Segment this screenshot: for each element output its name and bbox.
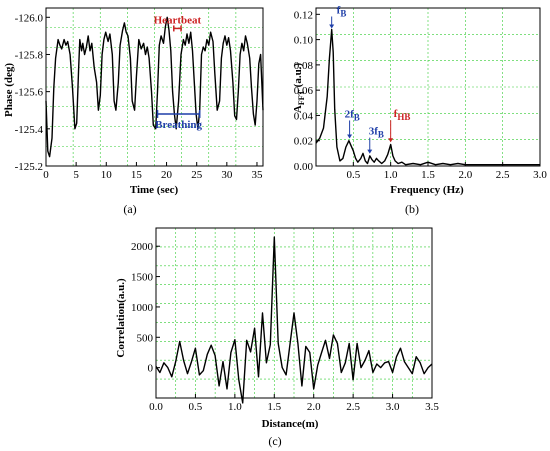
peak-label-sub: B — [354, 112, 360, 122]
x-tick-label: 2.0 — [458, 169, 472, 181]
y-tick-label: 500 — [137, 332, 154, 344]
y-tick-label: 0.10 — [294, 35, 314, 47]
panel-a-ylabel: Phase (deg) — [3, 63, 15, 117]
y-tick-label: 0.02 — [294, 136, 313, 148]
y-tick-label: 0.08 — [294, 60, 314, 72]
x-tick-label: 0.0 — [149, 401, 163, 413]
heartbeat-label: Heartbeat — [154, 14, 202, 26]
y-tick-label: 0 — [148, 363, 154, 375]
y-tick-label: 1500 — [131, 272, 154, 284]
peak-label: fB — [337, 4, 347, 18]
x-tick-label: 3.5 — [425, 401, 439, 413]
peak-arrowhead — [367, 149, 373, 154]
panel-b-label: (b) — [405, 202, 419, 216]
x-tick-label: 15 — [131, 169, 143, 181]
panel-c-grid — [156, 228, 432, 398]
panel-c-xlabel: Distance(m) — [262, 418, 319, 430]
panel-a-series-line — [45, 16, 264, 158]
y-tick-label: -125.8 — [15, 49, 44, 61]
peak-label: fHB — [394, 108, 411, 122]
peak-label-main: f — [394, 108, 398, 120]
x-tick-label: 0 — [43, 169, 49, 181]
x-tick-label: 3.0 — [533, 169, 547, 181]
x-tick-label: 3.0 — [386, 401, 400, 413]
peak-label-sub: B — [378, 130, 384, 140]
panel-a-label: (a) — [123, 202, 136, 216]
panel-a-phase-chart: Phase (deg) Time (sec) (a) 0 5 10 15 20 25 30 3… — [3, 7, 264, 216]
x-tick-label: 2.5 — [346, 401, 360, 413]
peak-label: 3fB — [369, 126, 384, 140]
x-tick-label: 25 — [191, 169, 203, 181]
x-tick-label: 0.5 — [346, 169, 360, 181]
y-tick-label: -126.0 — [15, 12, 44, 24]
y-tick-label: 0.00 — [294, 161, 314, 173]
y-tick-label: 2000 — [131, 241, 154, 253]
panel-b-series-line — [315, 28, 540, 166]
x-tick-label: 0.5 — [189, 401, 203, 413]
panel-c-plot-frame — [155, 227, 433, 399]
peak-arrowhead — [329, 24, 335, 29]
y-tick-label: 0.12 — [294, 9, 313, 21]
x-tick-label: 2.0 — [307, 401, 321, 413]
x-tick-label: 20 — [161, 169, 173, 181]
peak-label-main: 3f — [369, 126, 379, 138]
y-tick-label: 0.04 — [294, 110, 314, 122]
panel-b-xlabel: Frequency (Hz) — [390, 184, 464, 196]
breathing-label: Breathing — [155, 119, 202, 131]
x-tick-label: 5 — [73, 169, 79, 181]
x-tick-label: 1.5 — [421, 169, 435, 181]
peak-label-sub: B — [340, 8, 346, 18]
y-tick-label: 1000 — [131, 302, 154, 314]
x-tick-label: 10 — [101, 169, 113, 181]
peak-arrowhead — [347, 134, 353, 139]
y-tick-label: -125.4 — [15, 124, 44, 136]
peak-arrowhead — [388, 138, 394, 143]
panel-b-grid — [316, 8, 540, 166]
x-tick-label: 2.5 — [496, 169, 510, 181]
y-tick-label: -125.2 — [15, 161, 43, 173]
panel-c-ylabel: Correlation(a.u.) — [115, 278, 127, 358]
panel-c-label: (c) — [268, 434, 281, 448]
peak-label-main: 2f — [345, 108, 355, 120]
panel-b-fft-chart: AFFT (a.u.) Frequency (Hz) (b) 0.5 1.0 1.5… — [292, 4, 547, 216]
panel-c-series-line — [155, 236, 433, 404]
x-tick-label: 1.5 — [267, 401, 281, 413]
peak-label: 2fB — [345, 108, 360, 122]
y-tick-label: -125.6 — [15, 87, 44, 99]
y-tick-label: 0.06 — [294, 85, 314, 97]
panel-b-ylabel: AFFT (a.u.) — [292, 63, 306, 114]
panel-a-xlabel: Time (sec) — [130, 184, 179, 196]
x-tick-label: 30 — [221, 169, 233, 181]
peak-label-main: f — [337, 4, 341, 16]
x-tick-label: 1.0 — [228, 401, 242, 413]
panel-c-correlation-chart: Correlation(a.u.) Distance(m) (c) 0.0 0.5… — [115, 227, 439, 448]
peak-label-sub: HB — [397, 112, 410, 122]
x-tick-label: 1.0 — [384, 169, 398, 181]
panel-a-plot-frame — [45, 7, 264, 167]
x-tick-label: 35 — [251, 169, 263, 181]
